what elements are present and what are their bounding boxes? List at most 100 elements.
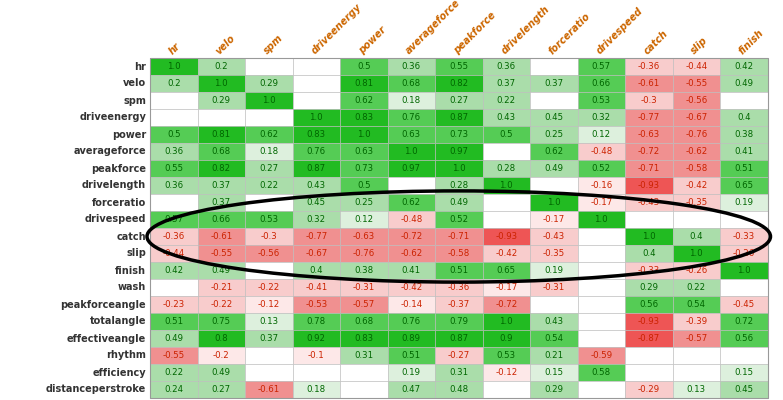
Bar [245, 381, 293, 398]
Bar [293, 262, 340, 279]
Bar [625, 109, 673, 126]
Text: 0.56: 0.56 [639, 300, 659, 309]
Bar [720, 194, 767, 211]
Text: -0.93: -0.93 [637, 181, 660, 190]
Text: -0.17: -0.17 [495, 283, 518, 292]
Text: 0.57: 0.57 [164, 215, 183, 224]
Text: 0.89: 0.89 [402, 334, 420, 343]
Text: 0.55: 0.55 [164, 164, 183, 173]
Bar [482, 109, 530, 126]
Text: -0.57: -0.57 [685, 334, 707, 343]
Bar [482, 58, 530, 75]
Bar [625, 75, 673, 92]
Text: 0.5: 0.5 [500, 130, 513, 139]
Bar [578, 381, 625, 398]
Bar [388, 313, 435, 330]
Text: -0.61: -0.61 [210, 232, 233, 241]
Bar [673, 313, 720, 330]
Text: 0.53: 0.53 [592, 96, 611, 105]
Bar [340, 92, 388, 109]
Text: 0.12: 0.12 [592, 130, 611, 139]
Text: 0.19: 0.19 [402, 368, 420, 377]
Text: 0.47: 0.47 [402, 385, 420, 394]
Text: 0.87: 0.87 [449, 334, 468, 343]
Bar [530, 313, 578, 330]
Text: -0.42: -0.42 [495, 249, 518, 258]
Bar [388, 92, 435, 109]
Text: 1.0: 1.0 [309, 113, 323, 122]
Text: -0.45: -0.45 [733, 300, 755, 309]
Text: 0.42: 0.42 [734, 62, 753, 71]
Bar [245, 75, 293, 92]
Bar [482, 330, 530, 347]
Text: driveenergy: driveenergy [309, 2, 363, 56]
Bar [340, 279, 388, 296]
Text: 0.37: 0.37 [211, 181, 231, 190]
Bar [482, 279, 530, 296]
Text: -0.23: -0.23 [163, 300, 185, 309]
Text: 0.81: 0.81 [354, 79, 373, 88]
Bar [435, 347, 482, 364]
Text: averageforce: averageforce [404, 0, 463, 56]
Bar [673, 58, 720, 75]
Text: 0.52: 0.52 [592, 164, 611, 173]
Bar [197, 58, 245, 75]
Bar [625, 177, 673, 194]
Bar [245, 296, 293, 313]
Bar [293, 177, 340, 194]
Bar [435, 364, 482, 381]
Bar [150, 279, 197, 296]
Text: drivespeed: drivespeed [85, 214, 146, 224]
Bar [578, 58, 625, 75]
Text: -0.22: -0.22 [258, 283, 280, 292]
Text: 0.32: 0.32 [307, 215, 326, 224]
Bar [245, 347, 293, 364]
Text: 0.63: 0.63 [402, 130, 420, 139]
Text: -0.27: -0.27 [448, 351, 470, 360]
Bar [530, 364, 578, 381]
Text: 1.0: 1.0 [500, 181, 513, 190]
Text: spm: spm [262, 33, 285, 56]
Bar [435, 58, 482, 75]
Bar [293, 330, 340, 347]
Text: 0.66: 0.66 [211, 215, 231, 224]
Text: 1.0: 1.0 [167, 62, 181, 71]
Bar [293, 126, 340, 143]
Bar [578, 143, 625, 160]
Text: 0.82: 0.82 [211, 164, 231, 173]
Bar [482, 75, 530, 92]
Bar [530, 58, 578, 75]
Text: 0.78: 0.78 [307, 317, 326, 326]
Bar [673, 160, 720, 177]
Text: 0.97: 0.97 [449, 147, 468, 156]
Bar [482, 194, 530, 211]
Bar [197, 143, 245, 160]
Text: 0.43: 0.43 [307, 181, 326, 190]
Text: -0.56: -0.56 [258, 249, 280, 258]
Text: -0.36: -0.36 [448, 283, 470, 292]
Bar [673, 262, 720, 279]
Bar [720, 381, 767, 398]
Text: 0.5: 0.5 [357, 181, 370, 190]
Text: -0.36: -0.36 [163, 232, 185, 241]
Text: 0.49: 0.49 [544, 164, 563, 173]
Text: 0.51: 0.51 [734, 164, 753, 173]
Text: 0.49: 0.49 [734, 79, 753, 88]
Text: peakforce: peakforce [91, 164, 146, 174]
Bar [530, 160, 578, 177]
Bar [340, 126, 388, 143]
Text: 0.32: 0.32 [592, 113, 611, 122]
Bar [197, 92, 245, 109]
Text: -0.33: -0.33 [637, 266, 660, 275]
Text: -0.29: -0.29 [637, 385, 660, 394]
Text: 0.37: 0.37 [259, 334, 278, 343]
Bar [340, 58, 388, 75]
Bar [245, 143, 293, 160]
Text: -0.14: -0.14 [400, 300, 422, 309]
Bar [197, 347, 245, 364]
Bar [245, 245, 293, 262]
Bar [388, 296, 435, 313]
Text: 0.25: 0.25 [544, 130, 563, 139]
Text: -0.58: -0.58 [448, 249, 470, 258]
Bar [293, 364, 340, 381]
